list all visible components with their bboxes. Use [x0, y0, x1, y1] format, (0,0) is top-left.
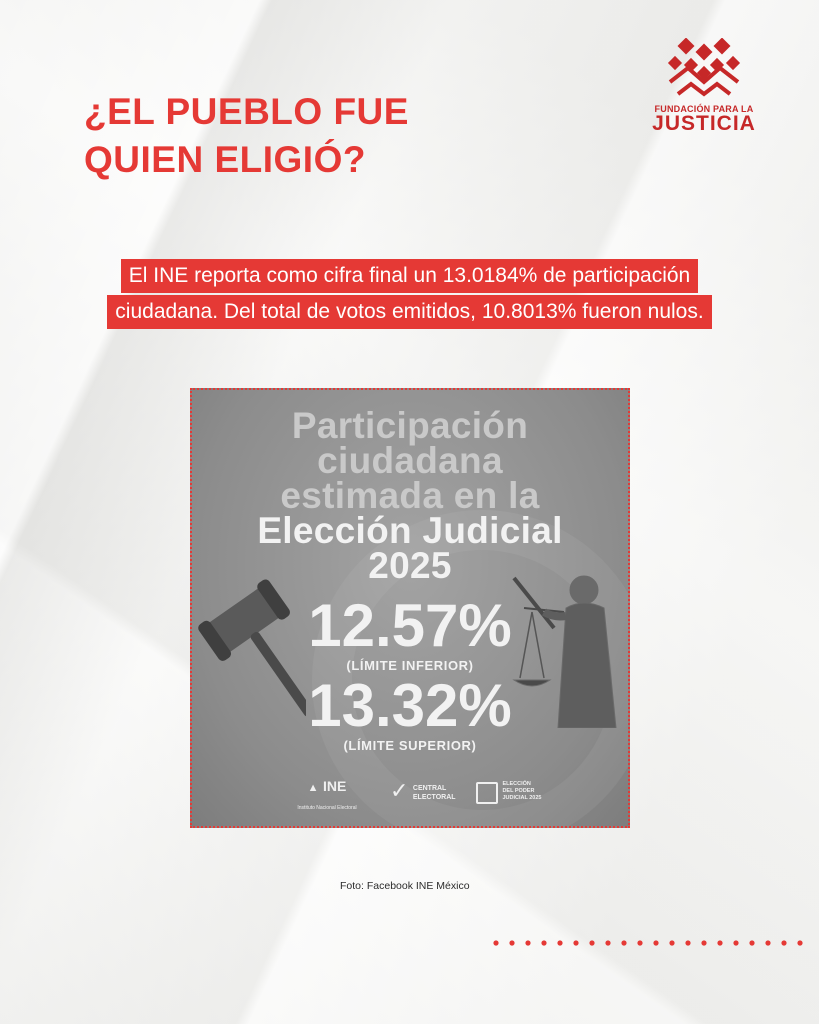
central-electoral-line-1: CENTRAL — [412, 785, 447, 792]
decorative-dot — [621, 940, 627, 946]
fundacion-logo-icon — [667, 38, 741, 97]
decorative-dot — [541, 940, 547, 946]
decorative-dot — [637, 940, 643, 946]
decorative-dot — [717, 940, 723, 946]
stat-lower-value: 12.57% — [308, 592, 512, 659]
infographic-title-line-2: ciudadana — [317, 440, 503, 481]
central-electoral-line-2: ELECTORAL — [412, 794, 456, 801]
decorative-dot — [797, 940, 803, 946]
decorative-dot — [557, 940, 563, 946]
lede-line-1: El INE reporta como cifra final un 13.01… — [120, 259, 699, 293]
photo-credit: Foto: Facebook INE México — [340, 880, 470, 892]
infographic-title-line-4: Elección Judicial — [257, 510, 563, 551]
decorative-dot — [493, 940, 499, 946]
decorative-dots — [493, 940, 803, 946]
ine-logo-sub: Instituto Nacional Electoral — [297, 805, 357, 811]
ballot-box-icon — [476, 782, 498, 804]
stat-upper-value: 13.32% — [308, 672, 512, 739]
lede-line-2: ciudadana. Del total de votos emitidos, … — [107, 295, 712, 329]
decorative-dot — [765, 940, 771, 946]
decorative-dot — [749, 940, 755, 946]
decorative-dot — [605, 940, 611, 946]
central-electoral-icon: ✓ — [390, 778, 409, 803]
decorative-dot — [525, 940, 531, 946]
decorative-dot — [781, 940, 787, 946]
infographic-logos: ▲ INE Instituto Nacional Electoral ✓ CEN… — [282, 778, 582, 814]
decorative-dot — [653, 940, 659, 946]
lady-justice-icon — [512, 575, 617, 728]
headline-line-2: QUIEN ELIGIÓ? — [84, 139, 366, 180]
ine-logo-icon: ▲ — [307, 782, 319, 794]
gavel-icon — [198, 579, 306, 717]
lede-highlight: El INE reporta como cifra final un 13.01… — [0, 258, 819, 330]
infographic-title-line-3: estimada en la — [280, 475, 540, 516]
infographic-title: Participación ciudadana estimada en la E… — [192, 405, 628, 586]
infographic-photo: Participación ciudadana estimada en la E… — [190, 388, 630, 828]
logo-line-2: JUSTICIA — [652, 112, 756, 135]
infographic-title-line-1: Participación — [291, 405, 529, 446]
decorative-dot — [509, 940, 515, 946]
stat-upper-label: (LÍMITE SUPERIOR) — [343, 738, 477, 753]
decorative-dot — [685, 940, 691, 946]
stat-lower: 12.57% (LÍMITE INFERIOR) — [282, 592, 538, 674]
decorative-dot — [733, 940, 739, 946]
decorative-dot — [669, 940, 675, 946]
ine-logo: ▲ INE Instituto Nacional Electoral — [282, 778, 372, 814]
eleccion-line-1: ELECCIÓN — [502, 781, 531, 787]
central-electoral-logo: ✓ CENTRAL ELECTORAL — [390, 778, 470, 804]
stat-upper: 13.32% (LÍMITE SUPERIOR) — [282, 672, 538, 754]
decorative-dot — [573, 940, 579, 946]
page-headline: ¿EL PUEBLO FUE QUIEN ELIGIÓ? — [84, 88, 409, 184]
infographic-title-line-5: 2025 — [368, 545, 452, 586]
eleccion-line-2: DEL PODER — [502, 788, 535, 794]
fundacion-logo: FUNDACIÓN PARA LA JUSTICIA — [652, 38, 756, 136]
eleccion-judicial-logo: ELECCIÓN DEL PODER JUDICIAL 2025 — [476, 778, 586, 804]
decorative-dot — [701, 940, 707, 946]
logo-line-1: FUNDACIÓN PARA LA — [654, 104, 754, 114]
headline-line-1: ¿EL PUEBLO FUE — [84, 91, 409, 132]
decorative-dot — [589, 940, 595, 946]
stat-lower-label: (LÍMITE INFERIOR) — [346, 658, 474, 673]
ine-logo-text: INE — [323, 778, 347, 794]
eleccion-line-3: JUDICIAL 2025 — [502, 795, 542, 801]
